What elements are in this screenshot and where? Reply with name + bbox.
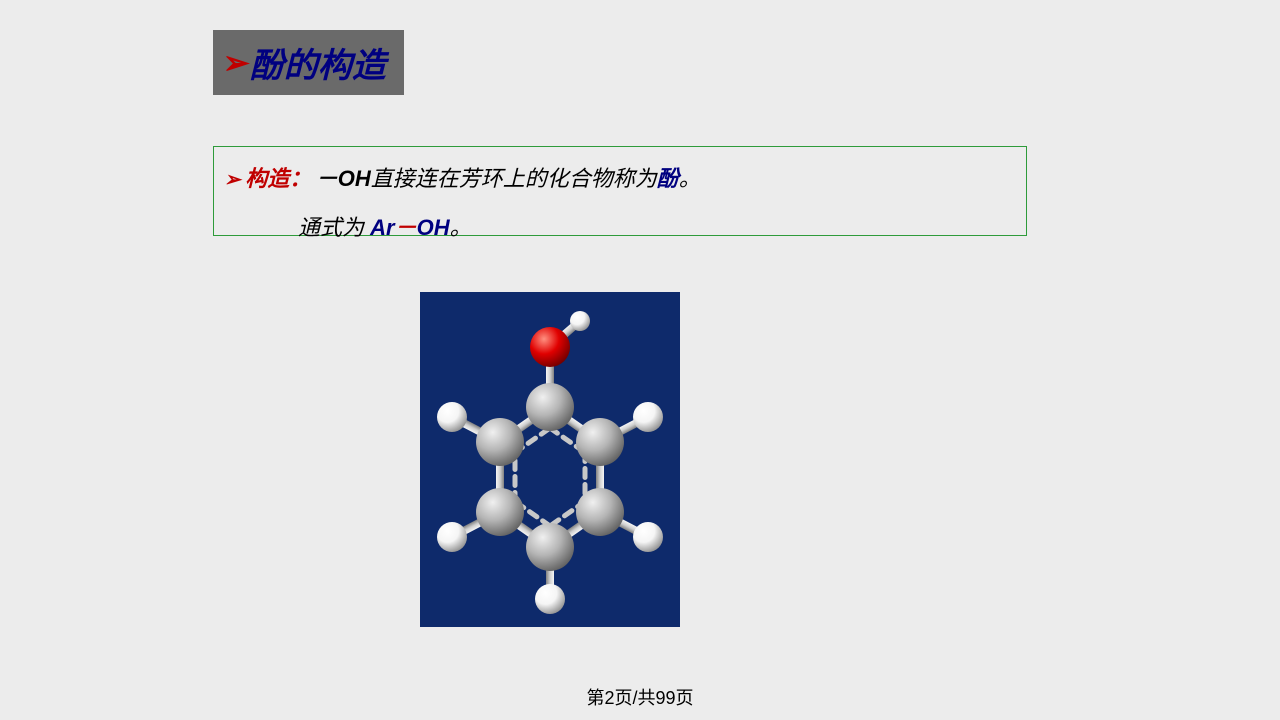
def-arrow-icon: ➢ [224, 169, 241, 191]
molecule-svg [410, 287, 690, 637]
page-number: 第2页/共99页 [0, 684, 1280, 710]
formula-end: 。 [450, 215, 472, 240]
def-label: 构造： [245, 166, 311, 191]
def-dash: － [316, 166, 338, 191]
def-mid: 直接连在芳环上的化合物称为 [371, 166, 657, 191]
formula-oh: OH [417, 215, 450, 240]
formula-pre: 通式为 [298, 215, 370, 240]
formula-dash: － [395, 215, 417, 240]
title-text: 酚的构造 [250, 47, 386, 85]
molecule-diagram [410, 282, 690, 642]
def-end: 。 [679, 166, 701, 191]
def-oh: OH [338, 166, 371, 191]
title-arrow-icon: ➢ [223, 45, 250, 81]
formula-ar: Ar [370, 215, 394, 240]
def-phenol: 酚 [657, 166, 679, 191]
formula-line: 通式为 Ar－OH。 [298, 210, 472, 242]
title-block: ➢酚的构造 [213, 30, 404, 95]
